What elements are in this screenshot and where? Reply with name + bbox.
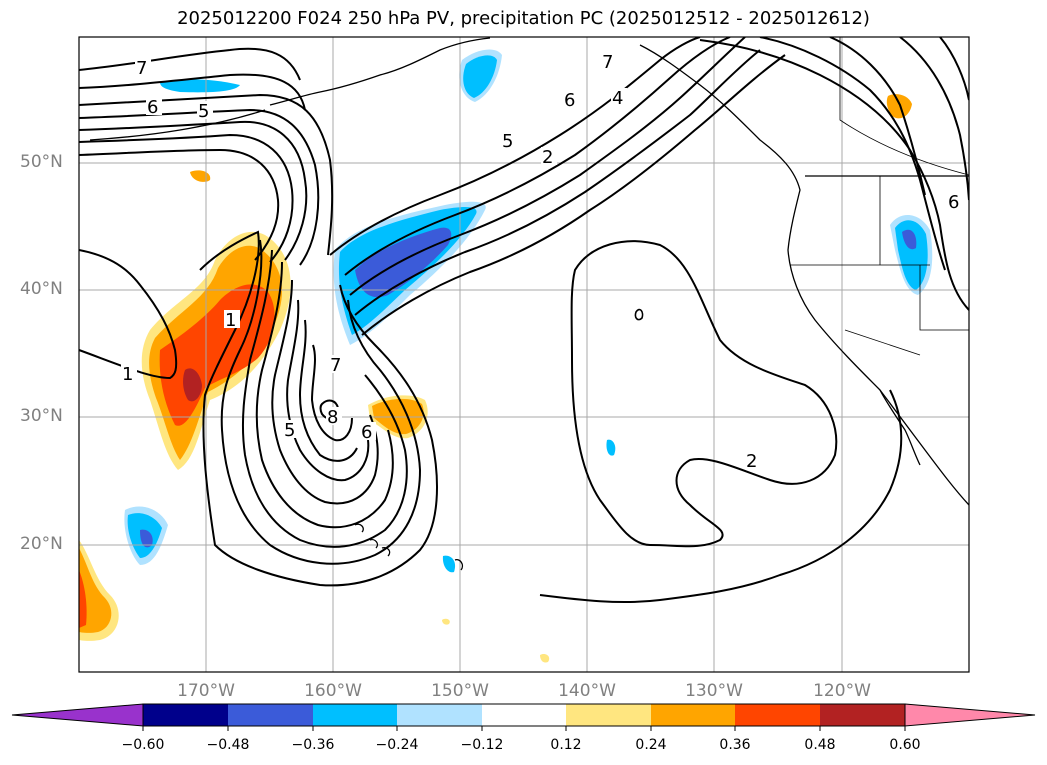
lat-label: 20°N: [20, 534, 63, 554]
lon-label: 130°W: [685, 681, 743, 701]
colorbar-tick-label: −0.60: [121, 737, 165, 753]
lon-label: 120°W: [813, 681, 871, 701]
colorbar-extend-left: [11, 703, 144, 727]
lat-label: 50°N: [20, 152, 63, 172]
contour-label: 6: [361, 422, 372, 443]
state-lines: [790, 176, 969, 356]
lon-label: 150°W: [431, 681, 489, 701]
map-frame: [78, 36, 970, 673]
contour-label: 4: [612, 88, 623, 109]
colorbar: [11, 703, 1036, 731]
colorbar-tick-label: 0.24: [635, 737, 667, 753]
baja-coast: [879, 389, 921, 466]
colorbar-extend-right: [904, 703, 1036, 727]
colorbar-tick-label: 0.48: [804, 737, 836, 753]
contour-label: 2: [746, 451, 757, 472]
contour-label: 7: [330, 355, 341, 376]
contour-label: 5: [284, 420, 295, 441]
contour-label: 6: [564, 90, 575, 111]
contour-label: 6: [147, 97, 158, 118]
colorbar-tick-label: −0.48: [206, 737, 250, 753]
lon-label: 160°W: [304, 681, 362, 701]
hawaii-islands: [354, 523, 391, 557]
contour-label: 1: [122, 364, 133, 385]
contour-label: 1: [225, 310, 236, 331]
colorbar-tick-label: −0.24: [375, 737, 419, 753]
lon-label: 170°W: [177, 681, 235, 701]
colorbar-tick-label: −0.36: [291, 737, 335, 753]
pv-closed-2: [570, 240, 838, 548]
alaska-coastline: [269, 37, 491, 106]
colorbar-tick-label: 0.60: [889, 737, 921, 753]
colorbar-tick-label: 0.12: [550, 737, 582, 753]
colorbar-tick-label: −0.12: [460, 737, 504, 753]
contour-label: 6: [948, 192, 959, 213]
lat-label: 30°N: [20, 406, 63, 426]
chart-title: 2025012200 F024 250 hPa PV, precipitatio…: [177, 8, 870, 29]
canada-border: [839, 37, 969, 176]
lon-label: 140°W: [558, 681, 616, 701]
contour-label: 8: [327, 407, 338, 428]
contour-label: 5: [198, 101, 209, 122]
lat-label: 40°N: [20, 279, 63, 299]
map-grid: [79, 37, 969, 672]
contour-label: 7: [136, 58, 147, 79]
contour-label: 2: [542, 147, 553, 168]
contour-label: 5: [502, 131, 513, 152]
contour-label: 7: [602, 52, 613, 73]
colorbar-tick-label: 0.36: [719, 737, 751, 753]
coastlines: [89, 37, 969, 571]
north-america-coast: [639, 44, 969, 506]
